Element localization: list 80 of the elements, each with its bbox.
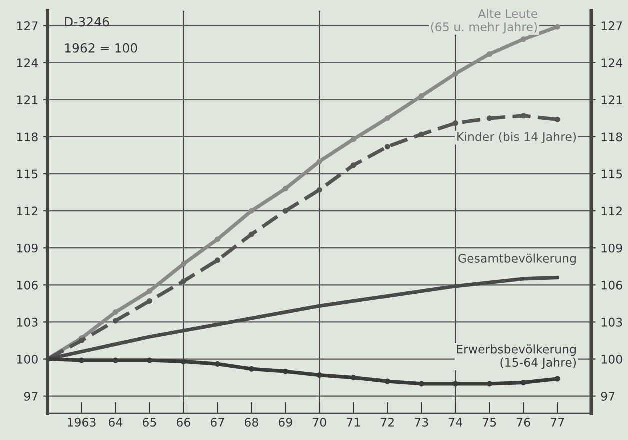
point [214,361,220,367]
point [282,186,288,192]
y2-tick-label: 97 [601,392,615,401]
y2-tick-label: 112 [602,206,622,216]
y-tick-label: 118 [17,132,38,142]
point [486,381,492,387]
series-label: Kinder (bis 14 Jahre) [458,132,576,144]
point [554,376,560,382]
point [146,288,152,294]
point [214,236,220,242]
x-tick-label: 73 [415,418,428,427]
point [452,120,458,126]
point [384,116,390,122]
point [282,208,288,214]
point [520,36,526,42]
point [180,261,186,267]
annotation: D-3246 [65,17,110,27]
point [316,158,322,164]
y-tick-label: 100 [17,354,38,364]
y2-tick-label: 115 [602,170,622,179]
x-tick-label: 67 [210,418,224,427]
x-tick-label: 1963 [68,418,96,427]
y2-tick-label: 109 [602,244,622,253]
x-tick-label: 66 [177,418,190,427]
x-tick-label: 69 [278,418,292,427]
y2-tick-label: 106 [602,280,622,290]
point [452,71,458,77]
point [248,208,254,214]
y-tick-label: 97 [24,392,38,401]
point [214,258,220,264]
point [248,232,254,238]
y2-tick-label: 100 [602,354,622,364]
point [486,116,492,122]
point [112,310,118,316]
x-tick-label: 76 [517,418,530,427]
point [180,358,186,365]
x-tick-label: 77 [551,418,564,427]
x-tick-label: 64 [109,418,123,427]
y-tick-label: 103 [17,318,38,327]
y2-tick-label: 127 [602,22,622,30]
y-tick-label: 124 [17,58,38,68]
point [350,136,356,142]
point [350,375,356,381]
x-tick-label: 74 [449,418,462,427]
point [146,298,152,304]
y2-tick-label: 124 [602,58,622,68]
point [384,144,390,150]
point [350,162,356,168]
y2-tick-label: 121 [602,96,622,104]
x-tick-label: 65 [143,418,156,427]
point [554,24,560,30]
y2-tick-label: 118 [602,132,622,142]
series-label: Gesamtbevölkerung [458,254,576,266]
x-tick-label: 68 [244,418,258,427]
point [384,378,390,384]
point [248,366,254,372]
y-tick-label: 106 [17,280,38,290]
point [316,372,322,378]
point [520,113,526,119]
point [282,368,288,374]
x-tick-label: 71 [347,418,360,427]
point [112,318,118,324]
series-label: Erwerbsbevölkerung (15-64 Jahre) [457,344,576,370]
x-tick-label: 70 [313,418,326,427]
point [554,116,560,122]
point [180,278,186,284]
x-tick-label: 75 [483,418,496,427]
point [486,51,492,57]
point [316,187,322,193]
y-tick-label: 109 [17,244,38,253]
y-tick-label: 115 [17,170,38,179]
y-tick-label: 112 [17,206,38,216]
series-label: Alte Leute (65 u. mehr Jahre) [431,9,538,34]
annotation: 1962 = 100 [65,43,138,53]
point [418,93,424,99]
y2-tick-label: 103 [602,318,622,327]
x-tick-label: 72 [381,418,394,427]
point [78,338,84,344]
y-tick-label: 127 [17,22,38,30]
y-tick-label: 121 [17,96,38,104]
